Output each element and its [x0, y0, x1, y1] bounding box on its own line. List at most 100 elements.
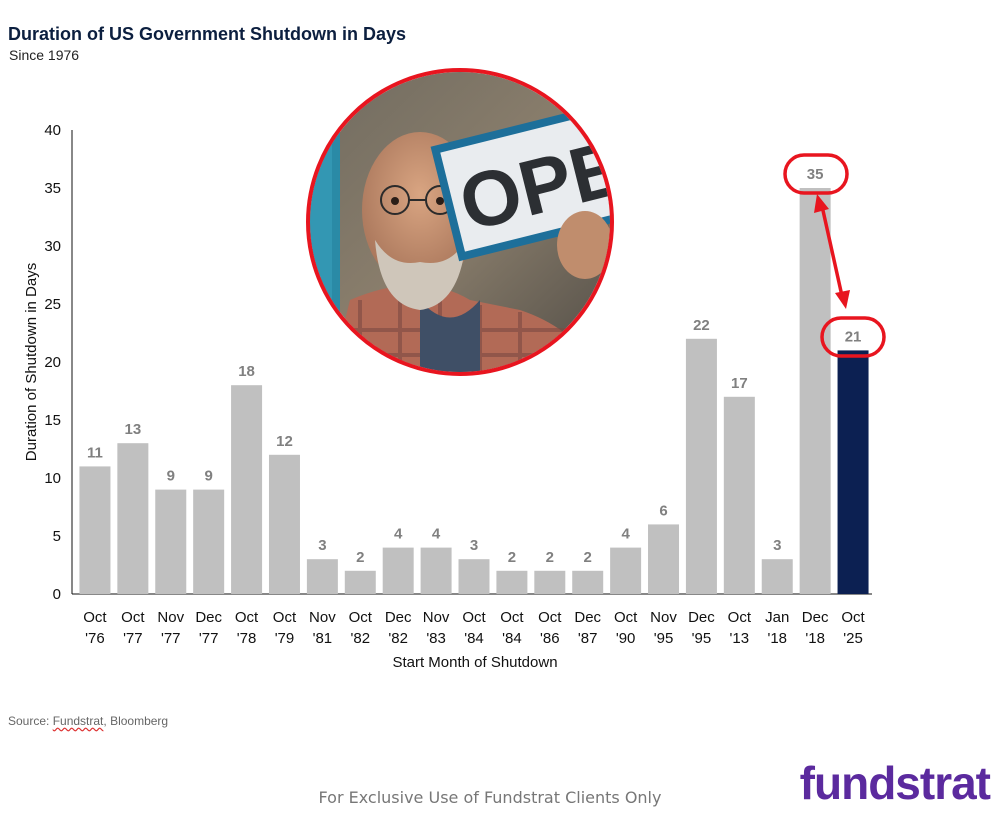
category-label-month: Oct [538, 609, 562, 626]
category-label-month: Oct [273, 609, 297, 626]
category-label-month: Oct [462, 609, 486, 626]
value-label: 4 [394, 526, 403, 543]
chart-subtitle: Since 1976 [9, 47, 80, 63]
value-label: 22 [693, 317, 710, 334]
category-label-year: '95 [654, 630, 674, 647]
arrow-head-bottom [835, 290, 850, 309]
arrow-head-top [814, 194, 829, 213]
bar [496, 570, 528, 594]
category-label-year: '79 [275, 630, 295, 647]
category-label-month: Jan [765, 609, 789, 626]
fundstrat-logo: fundstrat [799, 757, 991, 809]
category-label-month: Oct [728, 609, 752, 626]
value-label: 4 [621, 526, 630, 543]
bar [685, 338, 717, 594]
category-label-month: Oct [121, 609, 145, 626]
bar [420, 547, 452, 594]
category-label-month: Dec [385, 609, 412, 626]
bar [458, 559, 490, 594]
bar [382, 547, 414, 594]
bar [572, 570, 604, 594]
category-label-year: '86 [540, 630, 560, 647]
bar [610, 547, 642, 594]
bar [193, 489, 225, 594]
chart-title: Duration of US Government Shutdown in Da… [8, 24, 407, 44]
category-label-year: '76 [85, 630, 105, 647]
bar [761, 559, 793, 594]
category-labels: Oct '76 Oct '77 Nov '77 Dec '77 Oct '78 Oct '79 Nov '… [83, 609, 865, 647]
category-label-month: Nov [157, 609, 184, 626]
value-label: 6 [659, 502, 667, 519]
source-brand: Fundstrat [52, 714, 104, 728]
footer-disclaimer: For Exclusive Use of Fundstrat Clients O… [318, 788, 662, 807]
y-axis-title: Duration of Shutdown in Days [23, 263, 40, 461]
circle-35-annotation [783, 153, 849, 195]
category-label-year: '84 [464, 630, 484, 647]
category-label-year: '90 [616, 630, 636, 647]
category-label-year: '87 [578, 630, 598, 647]
value-label: 21 [845, 328, 862, 345]
category-label-month: Dec [195, 609, 222, 626]
category-label-year: '18 [767, 630, 787, 647]
photo-inset: OPE [306, 68, 614, 376]
bar [648, 524, 680, 594]
value-label: 2 [356, 549, 364, 566]
bar [268, 454, 300, 594]
value-label: 9 [167, 468, 175, 485]
value-label: 3 [318, 537, 326, 554]
bar [117, 443, 149, 594]
category-label-year: '18 [805, 630, 825, 647]
y-tick-label: 30 [44, 238, 61, 255]
category-label-year: '95 [692, 630, 712, 647]
category-label-year: '25 [843, 630, 863, 647]
category-label-month: Oct [500, 609, 524, 626]
y-tick-label: 5 [53, 528, 61, 545]
circle-21-annotation [820, 316, 886, 358]
value-label: 9 [204, 468, 212, 485]
value-label: 11 [87, 444, 103, 461]
category-label-month: Oct [614, 609, 638, 626]
value-label: 13 [125, 421, 142, 438]
y-tick-label: 25 [44, 296, 61, 313]
value-label: 17 [731, 375, 748, 392]
bar [723, 396, 755, 594]
x-axis-title: Start Month of Shutdown [392, 654, 557, 671]
bar [231, 385, 263, 594]
category-label-month: Nov [423, 609, 450, 626]
bar [799, 188, 831, 594]
category-label-month: Dec [802, 609, 829, 626]
y-tick-label: 20 [44, 354, 61, 371]
value-label: 4 [432, 526, 441, 543]
source-note: Source: Fundstrat, Bloomberg [8, 714, 169, 728]
category-label-year: '83 [426, 630, 446, 647]
category-label-year: '81 [313, 630, 333, 647]
category-label-year: '82 [388, 630, 408, 647]
value-label: 2 [584, 549, 592, 566]
bar [155, 489, 187, 594]
photo-border [306, 68, 614, 376]
y-tick-label: 40 [44, 122, 61, 139]
y-tick-label: 35 [44, 180, 61, 197]
value-label: 3 [773, 537, 781, 554]
category-label-year: '82 [351, 630, 371, 647]
category-label-year: '77 [123, 630, 143, 647]
value-label: 35 [807, 166, 824, 183]
bar [306, 559, 338, 594]
category-label-year: '78 [237, 630, 257, 647]
value-label: 2 [546, 549, 554, 566]
category-label-month: Dec [574, 609, 601, 626]
value-label: 3 [470, 537, 478, 554]
bar [79, 466, 111, 594]
category-label-month: Oct [235, 609, 259, 626]
category-label-year: '77 [161, 630, 181, 647]
category-label-year: '84 [502, 630, 522, 647]
category-label-month: Nov [309, 609, 336, 626]
category-label-year: '13 [730, 630, 750, 647]
category-label-month: Oct [349, 609, 373, 626]
y-tick-label: 10 [44, 470, 61, 487]
value-label: 12 [276, 433, 293, 450]
bar [837, 350, 869, 594]
category-label-month: Oct [841, 609, 865, 626]
